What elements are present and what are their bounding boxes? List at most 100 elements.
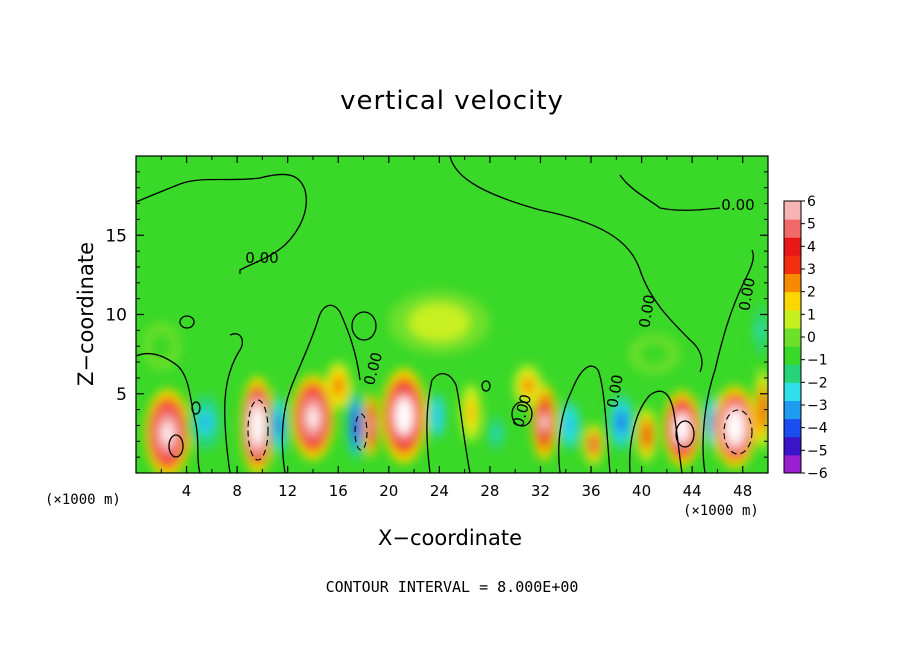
- colorbar-label: 0: [807, 330, 816, 346]
- y-tick-label: 5: [116, 385, 127, 405]
- colorbar-label: −6: [807, 466, 828, 482]
- colorbar-swatch: [784, 382, 801, 401]
- contour-small-1: [179, 315, 195, 329]
- velocity-field: [142, 290, 768, 473]
- colorbar-label: 4: [807, 239, 816, 255]
- contour-positive-1: [168, 434, 184, 458]
- field-cell-9-4: [468, 407, 473, 419]
- field-cell-3-4: [276, 417, 281, 434]
- colorbar-swatch: [784, 327, 801, 347]
- contour-zero-lower-1: [136, 352, 201, 473]
- colorbar-swatch: [784, 291, 801, 311]
- colorbar-swatch: [784, 400, 801, 420]
- field-cell-2-4: [254, 415, 261, 436]
- colorbar-swatch: [784, 436, 801, 456]
- field-cell-20-4: [758, 322, 763, 339]
- x-units-left: (×1000 m): [45, 492, 121, 508]
- colorbar-label: 2: [807, 285, 816, 301]
- contour-label: 0.00: [735, 276, 759, 312]
- field-cell-19-4: [761, 401, 765, 418]
- contour-zero-lower-6: [629, 390, 683, 473]
- field-cell-0-4: [163, 424, 173, 443]
- colorbar-swatch: [784, 364, 801, 383]
- x-axis-ticks: 4 8 12 16 20 24 28 32 36 40 44 48: [160, 156, 752, 500]
- contour-zero-right: [449, 156, 703, 373]
- field-cell-1-4: [201, 415, 210, 429]
- colorbar-swatch: [784, 273, 801, 293]
- colorbar-label: 1: [807, 307, 816, 323]
- x-tick-label: 36: [581, 482, 600, 500]
- field-cell-11-4: [541, 414, 547, 430]
- contour-zero-top: [619, 174, 721, 211]
- field-cell-14-4: [618, 415, 625, 430]
- colorbar-label: 6: [807, 194, 816, 210]
- contour-label: 0.00: [635, 293, 659, 329]
- x-units-right: (×1000 m): [683, 503, 759, 519]
- x-tick-label: 44: [683, 482, 702, 500]
- contour-small-4: [511, 401, 533, 427]
- field-cell-23-4: [429, 316, 450, 329]
- field-cell-6-4: [369, 419, 373, 432]
- colorbar-swatch: [784, 346, 801, 365]
- colorbar-label: 5: [807, 217, 816, 233]
- colorbar-label: 3: [807, 262, 816, 278]
- field-cell-25-4: [157, 341, 166, 351]
- field-cell-7-4: [399, 406, 409, 426]
- contour-interval-note: CONTOUR INTERVAL = 8.000E+00: [325, 578, 579, 596]
- x-tick-label: 40: [632, 482, 651, 500]
- colorbar-swatch: [784, 255, 801, 275]
- contour-negative-1: [247, 399, 269, 461]
- contour-label: 0.00: [603, 373, 627, 409]
- x-tick-label: 24: [430, 482, 449, 500]
- y-axis-ticks: 5 10 15: [105, 171, 768, 458]
- y-axis-label: Z−coordinate: [74, 242, 98, 386]
- colorbar-swatch: [784, 309, 801, 329]
- y-tick-label: 10: [105, 306, 127, 326]
- field-cell-24-4: [649, 350, 660, 359]
- x-tick-label: 48: [733, 482, 752, 500]
- colorbar: 6 5 4 3 2 1 0 −1 −2 −3 −4 −5 −6: [783, 194, 828, 482]
- contour-negative-2: [354, 413, 368, 451]
- contour-small-3: [191, 401, 201, 415]
- x-tick-label: 28: [480, 482, 499, 500]
- field-cell-16-4: [678, 421, 686, 437]
- x-tick-label: 16: [329, 482, 348, 500]
- field-cell-21-4: [335, 381, 341, 391]
- field-cell-12-4: [567, 419, 573, 432]
- field-cell-4-4: [308, 408, 318, 427]
- colorbar-swatch: [784, 237, 801, 256]
- field-cell-15-4: [644, 429, 649, 441]
- contour-zero-upper: [136, 173, 307, 274]
- contour-zero-lower-2: [224, 333, 244, 473]
- field-cell-13-4: [591, 440, 596, 449]
- colorbar-swatch: [784, 418, 801, 438]
- colorbar-label: −5: [807, 443, 828, 459]
- y-tick-label: 15: [105, 226, 127, 246]
- contour-zero-lower-5: [558, 365, 611, 473]
- x-tick-label: 12: [278, 482, 297, 500]
- contour-label: 0.00: [721, 196, 754, 214]
- contour-lines: [136, 156, 754, 473]
- field-cell-8-4: [434, 410, 439, 422]
- colorbar-label: −3: [807, 398, 828, 414]
- x-tick-label: 20: [379, 482, 398, 500]
- field-cell-17-4: [710, 415, 715, 429]
- field-cell-10-4: [493, 427, 499, 439]
- contour-zero-lower-3: [281, 304, 361, 473]
- field-cell-22-4: [525, 381, 531, 390]
- contour-small-2: [351, 311, 377, 341]
- chart-title: vertical velocity: [340, 86, 564, 116]
- colorbar-label: −1: [807, 353, 828, 369]
- contour-zero-lower-4: [426, 373, 471, 473]
- x-tick-label: 32: [531, 482, 550, 500]
- x-axis-label: X−coordinate: [378, 526, 522, 550]
- colorbar-swatch: [784, 219, 801, 238]
- colorbar-swatch: [784, 454, 801, 474]
- negative-contours: [247, 399, 753, 461]
- x-tick-label: 8: [232, 482, 242, 500]
- x-tick-label: 4: [182, 482, 192, 500]
- contour-small-5: [481, 380, 491, 392]
- contour-positive-2: [675, 420, 695, 448]
- contour-label: 0.00: [245, 249, 278, 267]
